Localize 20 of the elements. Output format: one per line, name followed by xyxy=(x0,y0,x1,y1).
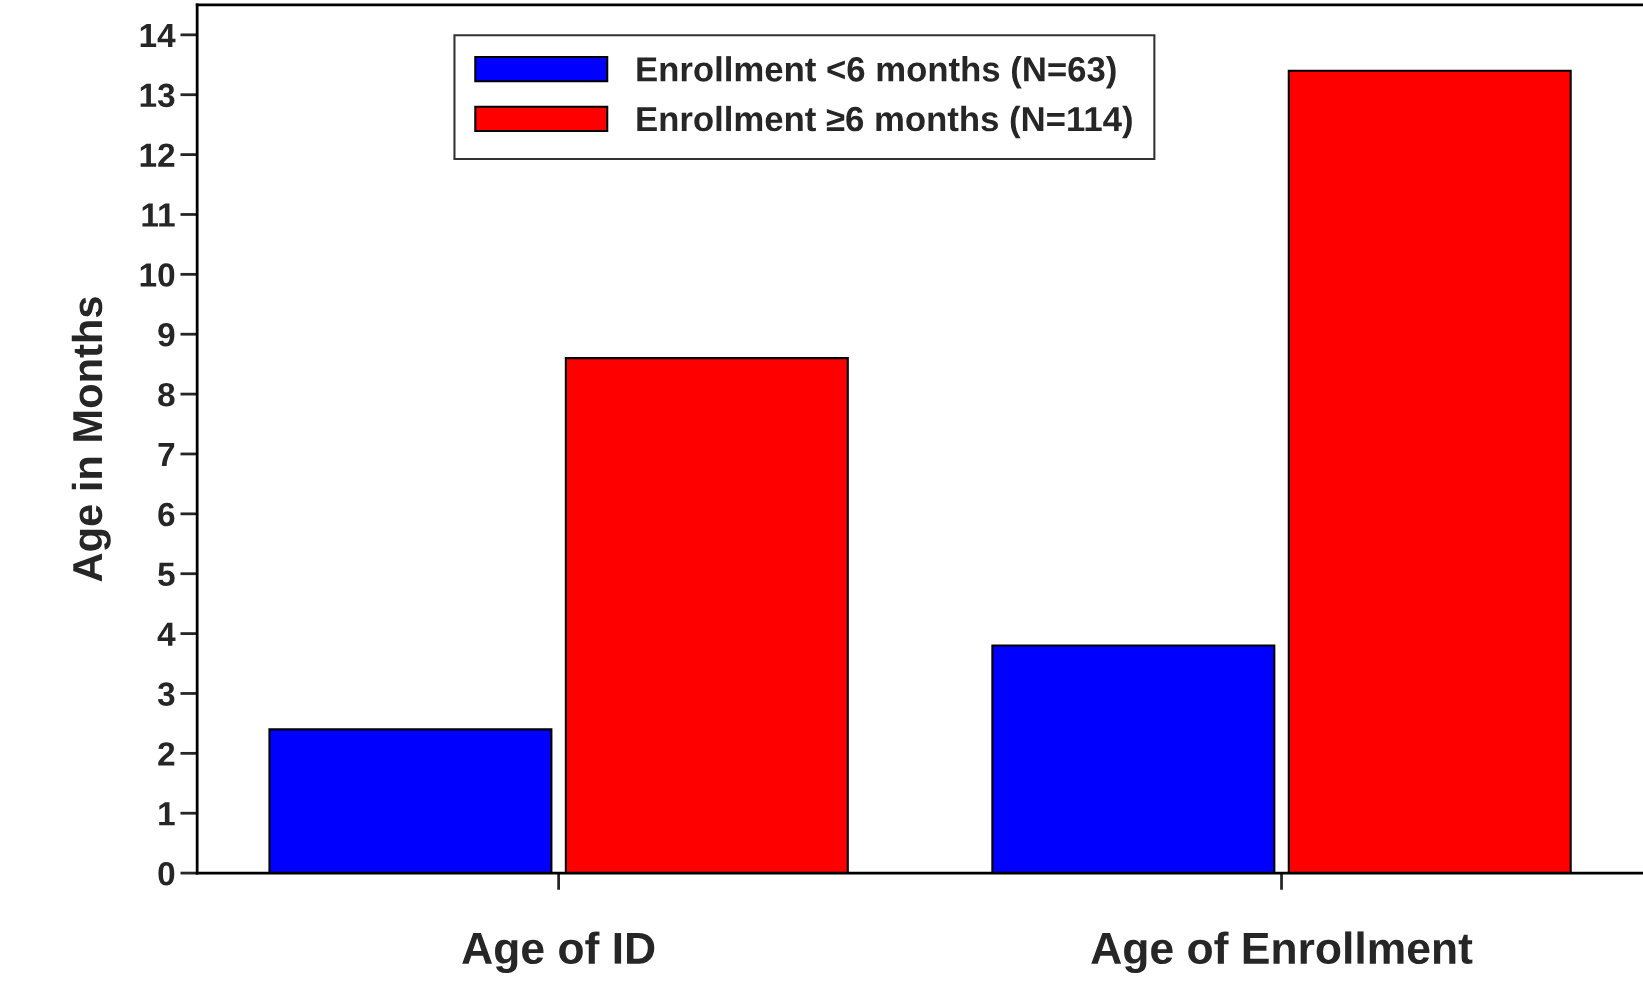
y-tick-label: 9 xyxy=(158,323,175,347)
y-tick-label: 1 xyxy=(159,802,175,826)
y-tick-label: 13 xyxy=(140,83,175,108)
y-tick-label: 12 xyxy=(140,143,175,167)
y-tick-label: 5 xyxy=(158,562,175,587)
y-tick-label: 4 xyxy=(157,622,176,646)
legend-label: Enrollment <6 months (N=63) xyxy=(637,56,1116,89)
y-tick-label: 11 xyxy=(142,203,175,227)
y-tick-label: 7 xyxy=(158,443,175,467)
y-tick-label: 0 xyxy=(158,861,175,886)
y-tick-label: 8 xyxy=(158,382,175,407)
y-tick-label: 10 xyxy=(140,263,175,287)
y-tick-label: 14 xyxy=(140,23,176,47)
x-tick-label: Age of ID xyxy=(462,931,655,974)
y-tick-label: 2 xyxy=(158,742,175,766)
y-axis-title: Age in Months xyxy=(71,297,111,582)
x-tick-label: Age of Enrollment xyxy=(1091,931,1473,974)
legend-label: Enrollment ≥6 months (N=114) xyxy=(637,105,1132,139)
y-tick-label: 6 xyxy=(158,502,175,527)
y-tick-label: 3 xyxy=(157,682,175,706)
